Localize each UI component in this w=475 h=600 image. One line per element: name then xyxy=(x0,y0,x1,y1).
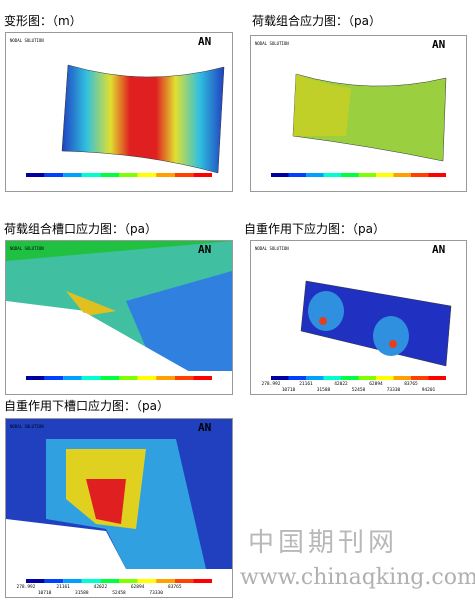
header: NODAL SOLUTION xyxy=(10,38,44,43)
logo: AN xyxy=(432,243,445,256)
legend-label: 62894 xyxy=(131,584,145,590)
caption: 荷载组合槽口应力图：（pa） xyxy=(4,222,157,236)
plot: NODAL SOLUTION AN 278.992 21161 42022 62894 83… xyxy=(6,419,232,596)
legend-swatch xyxy=(100,376,119,380)
header: NODAL SOLUTION xyxy=(10,424,44,429)
panel: NODAL SOLUTION AN 278.992 21161 42022 62894 83… xyxy=(5,418,233,598)
legend-swatch xyxy=(306,376,324,380)
legend-swatch xyxy=(63,173,82,177)
legend-swatch xyxy=(81,376,101,380)
watermark: 中国期刊网 xyxy=(248,528,399,558)
legend-swatch xyxy=(271,376,289,380)
plot: NODAL SOLUTION AN xyxy=(6,241,232,381)
legend-swatch xyxy=(306,173,324,177)
legend-label: 21161 xyxy=(56,584,70,590)
legend-swatch xyxy=(358,173,376,177)
legend-swatch xyxy=(323,173,341,177)
legend-swatch xyxy=(174,376,194,380)
legend-swatch xyxy=(193,376,212,380)
legend-swatch xyxy=(100,579,119,583)
panel: NODAL SOLUTION AN 278.992 21161 42022 62894 83… xyxy=(250,240,467,395)
legend-swatch xyxy=(174,579,194,583)
legend-swatch xyxy=(119,376,138,380)
legend-swatch xyxy=(26,173,45,177)
legend-swatch xyxy=(393,376,411,380)
legend-swatch xyxy=(81,579,101,583)
legend-swatch xyxy=(44,579,64,583)
legend-swatch xyxy=(119,579,138,583)
legend-swatch xyxy=(376,376,394,380)
legend-swatch xyxy=(44,173,64,177)
legend-swatch xyxy=(44,376,64,380)
legend-swatch xyxy=(156,376,175,380)
legend-swatch xyxy=(358,376,376,380)
legend-label: 31588 xyxy=(317,387,331,393)
legend-label: 62894 xyxy=(369,381,383,387)
legend-swatch xyxy=(271,173,289,177)
legend-swatch xyxy=(137,173,157,177)
logo: AN xyxy=(432,38,445,51)
caption: 荷载组合应力图：（pa） xyxy=(252,14,381,28)
legend-swatch xyxy=(119,173,138,177)
legend-swatch xyxy=(341,376,359,380)
legend-label: 83765 xyxy=(404,381,418,387)
legend-swatch xyxy=(174,173,194,177)
legend-label: 10718 xyxy=(38,590,52,596)
logo: AN xyxy=(198,243,211,256)
legend-label: 278.992 xyxy=(17,584,36,590)
legend-swatch xyxy=(63,376,82,380)
legend-label: 42022 xyxy=(334,381,348,387)
header: NODAL SOLUTION xyxy=(10,246,44,251)
logo: AN xyxy=(198,35,211,48)
legend-label: 52458 xyxy=(112,590,126,596)
legend-label: 52458 xyxy=(352,387,366,393)
legend-label: 73330 xyxy=(387,387,401,393)
legend-label: 278.992 xyxy=(262,381,281,387)
legend-swatch xyxy=(288,173,306,177)
legend-swatch xyxy=(137,376,157,380)
legend-label: 21161 xyxy=(299,381,313,387)
panel: NODAL SOLUTION AN xyxy=(5,32,233,192)
plot: NODAL SOLUTION AN 278.992 21161 42022 62894 83… xyxy=(255,243,452,393)
caption: 自重作用下应力图：（pa） xyxy=(244,222,385,236)
legend-label: 42022 xyxy=(94,584,108,590)
legend-swatch xyxy=(428,376,446,380)
legend-swatch xyxy=(26,376,45,380)
legend-swatch xyxy=(323,376,341,380)
legend-swatch xyxy=(288,376,306,380)
legend-swatch xyxy=(63,579,82,583)
legend-swatch xyxy=(193,173,212,177)
legend-swatch xyxy=(81,173,101,177)
legend-swatch xyxy=(411,376,429,380)
logo: AN xyxy=(198,421,211,434)
legend-label: 94201 xyxy=(422,387,436,393)
legend-swatch xyxy=(428,173,446,177)
plot: NODAL SOLUTION AN xyxy=(10,35,225,177)
panel: NODAL SOLUTION AN xyxy=(5,240,233,395)
legend-swatch xyxy=(26,579,45,583)
legend-swatch xyxy=(411,173,429,177)
legend-label: 73330 xyxy=(149,590,163,596)
caption: 变形图：（m） xyxy=(4,14,82,28)
header: NODAL SOLUTION xyxy=(255,41,289,46)
legend-swatch xyxy=(156,579,175,583)
header: NODAL SOLUTION xyxy=(255,246,289,251)
legend-label: 83765 xyxy=(168,584,182,590)
legend-swatch xyxy=(376,173,394,177)
legend-swatch xyxy=(156,173,175,177)
caption: 自重作用下槽口应力图：（pa） xyxy=(4,399,169,413)
legend-swatch xyxy=(341,173,359,177)
watermark-url: www.chinaqking.com xyxy=(240,565,475,590)
legend-swatch xyxy=(193,579,212,583)
legend-swatch xyxy=(100,173,119,177)
legend-swatch xyxy=(137,579,157,583)
panel: NODAL SOLUTION AN xyxy=(250,35,467,192)
legend-label: 31588 xyxy=(75,590,89,596)
legend-swatch xyxy=(393,173,411,177)
plot: NODAL SOLUTION AN xyxy=(255,38,447,177)
legend-label: 10718 xyxy=(282,387,296,393)
